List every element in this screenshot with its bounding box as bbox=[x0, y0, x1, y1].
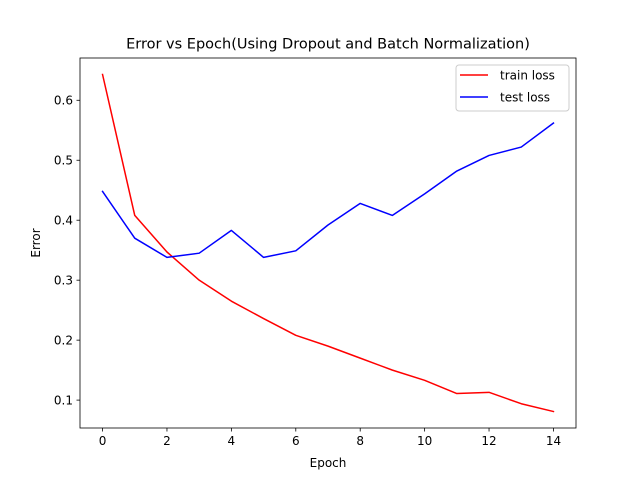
x-axis: 0 2 4 6 8 10 12 14 bbox=[99, 428, 561, 448]
x-tick-label: 0 bbox=[99, 434, 107, 448]
y-axis: 0.1 0.2 0.3 0.4 0.5 0.6 bbox=[54, 94, 80, 407]
y-tick-label: 0.1 bbox=[54, 393, 73, 407]
legend-label-test-loss: test loss bbox=[500, 90, 550, 104]
legend-label-train-loss: train loss bbox=[500, 68, 555, 82]
series-layer bbox=[101, 73, 555, 413]
x-tick-label: 6 bbox=[292, 434, 300, 448]
y-axis-label: Error bbox=[29, 228, 43, 257]
x-tick-label: 10 bbox=[417, 434, 432, 448]
y-tick-label: 0.5 bbox=[54, 154, 73, 168]
series-line-test-loss bbox=[101, 122, 555, 259]
x-tick-label: 8 bbox=[356, 434, 364, 448]
series-line-train-loss bbox=[101, 73, 555, 413]
legend: train loss test loss bbox=[455, 64, 570, 112]
x-tick-label: 12 bbox=[481, 434, 496, 448]
y-tick-label: 0.6 bbox=[54, 94, 73, 108]
legend-box bbox=[455, 64, 570, 112]
x-tick-label: 2 bbox=[163, 434, 171, 448]
x-tick-label: 14 bbox=[546, 434, 561, 448]
x-axis-label: Epoch bbox=[310, 456, 347, 470]
y-tick-label: 0.2 bbox=[54, 333, 73, 347]
plot-frame bbox=[79, 57, 577, 429]
y-tick-label: 0.3 bbox=[54, 273, 73, 287]
plot-area bbox=[80, 58, 576, 428]
x-tick-label: 4 bbox=[228, 434, 236, 448]
y-tick-label: 0.4 bbox=[54, 214, 73, 228]
chart-title: Error vs Epoch(Using Dropout and Batch N… bbox=[126, 37, 530, 53]
